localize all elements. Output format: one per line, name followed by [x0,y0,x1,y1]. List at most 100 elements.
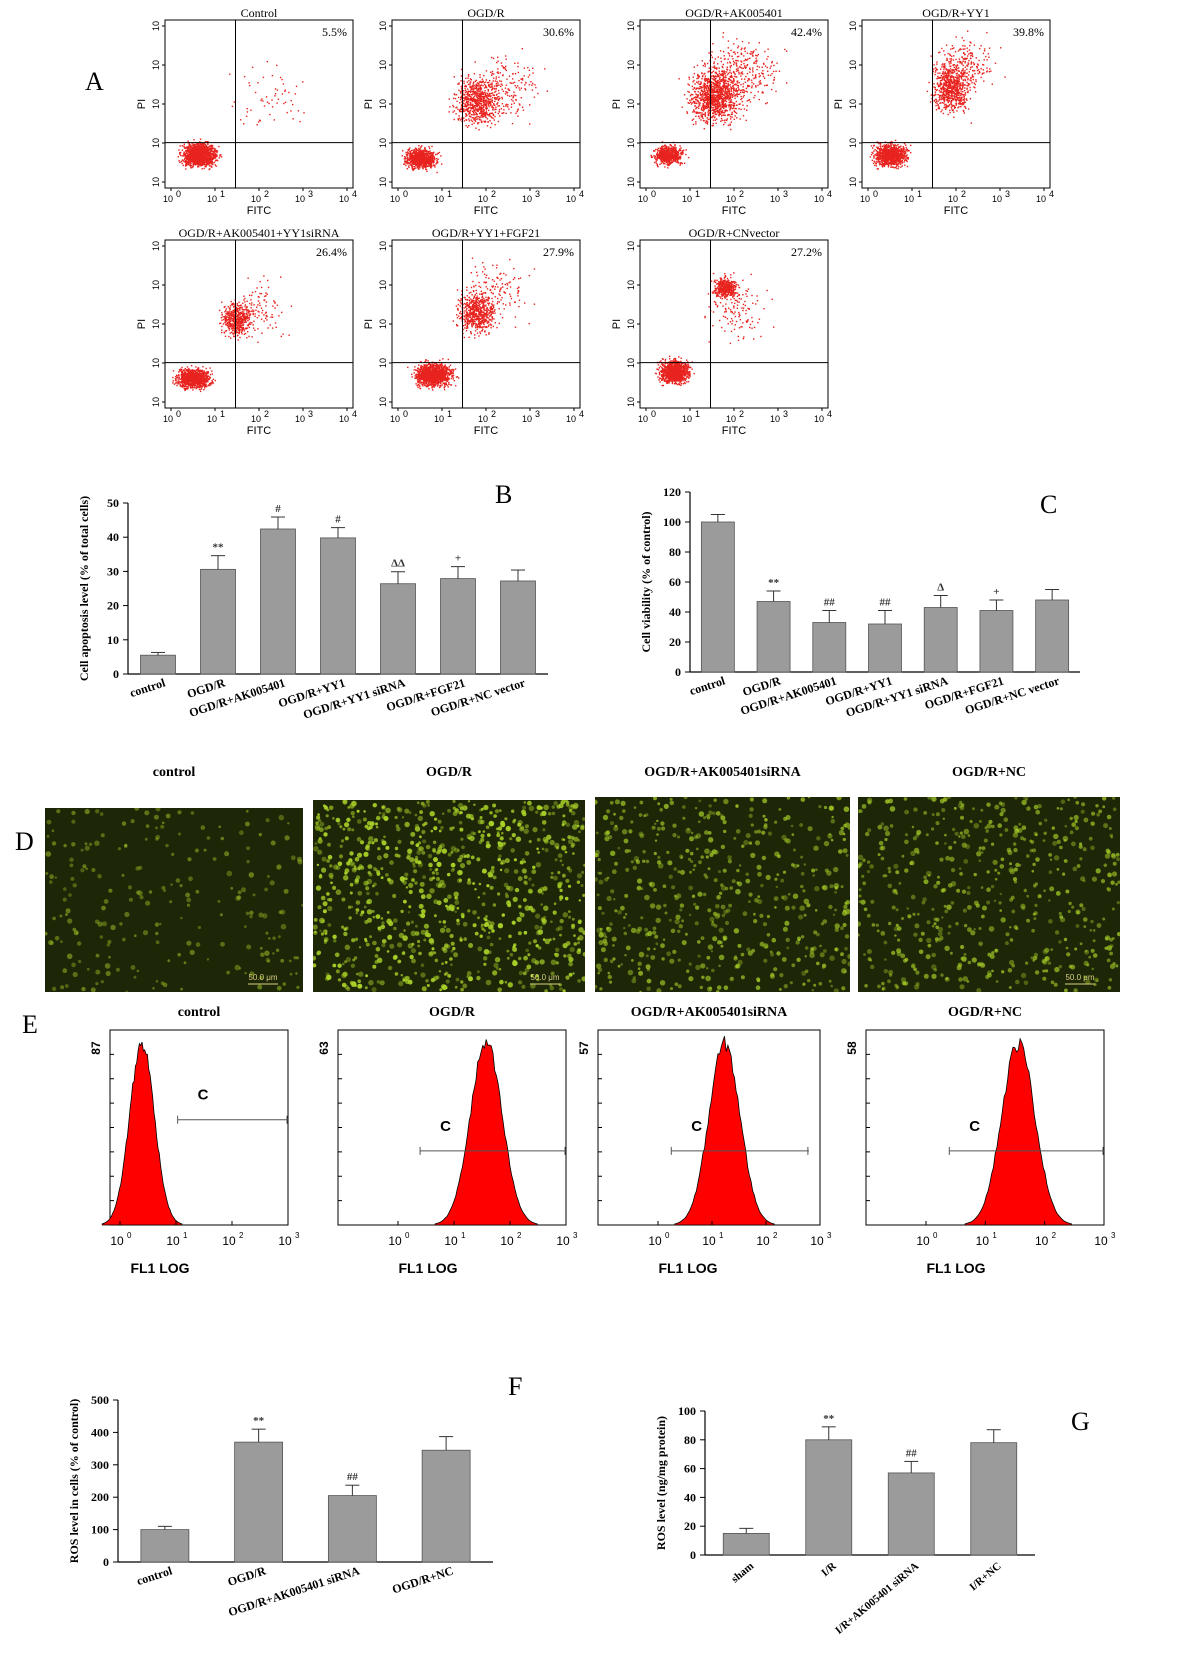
flow-dot [467,75,470,77]
flow-dot [682,149,685,151]
flow-dot [463,80,465,83]
flow-dot [735,90,737,92]
flow-dot [703,88,705,90]
flow-dot [674,148,676,150]
flow-dot [467,110,469,112]
flow-dot [416,161,419,163]
flow-dot [495,98,497,100]
flow-dot [196,161,198,163]
flow-dot [489,120,491,122]
flow-dot [432,162,434,164]
flow-dot [672,156,674,158]
flow-dot [480,103,483,105]
flow-dot [475,92,477,94]
flow-dot [426,164,428,166]
flow-dot [466,93,468,95]
flow-dot [200,162,203,164]
flow-dot [453,110,456,112]
flow-dot [488,115,490,117]
flow-dot [199,147,201,149]
flow-dot [284,101,287,104]
flow-dot [201,168,203,170]
flow-dot [475,113,477,115]
flow-dot [738,73,740,75]
flow-dot [467,88,469,90]
flow-dot [706,101,709,103]
flow-dot [690,101,692,103]
flow-dot [711,98,713,100]
flow-dot [724,111,726,113]
flow-dot [472,110,474,113]
flow-dot [472,83,474,85]
flow-dot [418,154,421,157]
flow-dot [455,113,457,115]
flow-dot [482,85,484,87]
flow-dot [662,149,664,151]
flow-dot [204,159,207,161]
flow-dot [421,166,423,168]
flow-dot [407,152,409,154]
flow-dot [721,98,723,100]
flow-dot [479,102,481,104]
flow-dot [738,88,740,90]
flow-dot [709,93,711,96]
flow-dot [284,90,286,92]
flow-dot [679,145,681,147]
flow-dot [478,93,481,95]
flow-dot [707,87,710,89]
flow-dot [421,145,423,147]
flow-dot [468,90,470,92]
flow-dot [669,158,671,160]
flow-dot [730,90,732,92]
flow-dot [495,97,497,99]
flow-dot [714,91,716,93]
flow-dot [484,86,487,88]
flow-dot [722,88,724,90]
flow-dot [422,158,424,161]
flow-dot [711,81,713,84]
x-tick-label: 10 [295,194,305,204]
flow-dot [680,149,682,152]
flow-dot [243,123,245,125]
flow-dot [692,94,694,96]
flow-dot [412,162,414,164]
flow-dot [704,114,706,116]
x-tick-exp: 3 [308,189,313,199]
flow-dot [190,157,192,160]
flow-dot [705,87,708,90]
flow-dot [721,101,723,103]
flow-dot [257,82,259,84]
flow-dot [723,105,725,107]
flow-dot [419,164,421,167]
flow-dot [661,161,663,163]
flow-dot [702,119,705,122]
flow-dot [701,107,703,109]
flow-dot [454,97,457,100]
flow-dot [189,159,191,161]
flow-dot [659,158,661,160]
flow-dot [495,78,497,80]
flow-dot [211,158,214,161]
flow-dot [478,122,480,124]
flow-dot [484,96,486,98]
flow-dot [187,156,189,158]
flow-dot [432,159,434,162]
flow-dot [704,105,707,108]
flow-dot [703,90,706,93]
flow-dot [480,98,483,101]
flow-dot [708,113,710,116]
flow-dot [729,84,731,86]
flow-dot [211,162,213,164]
flow-dot [413,149,416,151]
flow-dot [476,94,479,96]
flow-dot [411,167,413,170]
flow-dot [201,147,204,149]
flow-dot [498,76,500,78]
flow-dot [669,152,671,154]
flow-dot [406,168,408,170]
flow-dot [704,62,706,64]
flow-dot [489,80,491,82]
flow-dot [478,115,480,118]
flow-dot [416,163,419,165]
y-axis-label: PI [136,99,148,109]
